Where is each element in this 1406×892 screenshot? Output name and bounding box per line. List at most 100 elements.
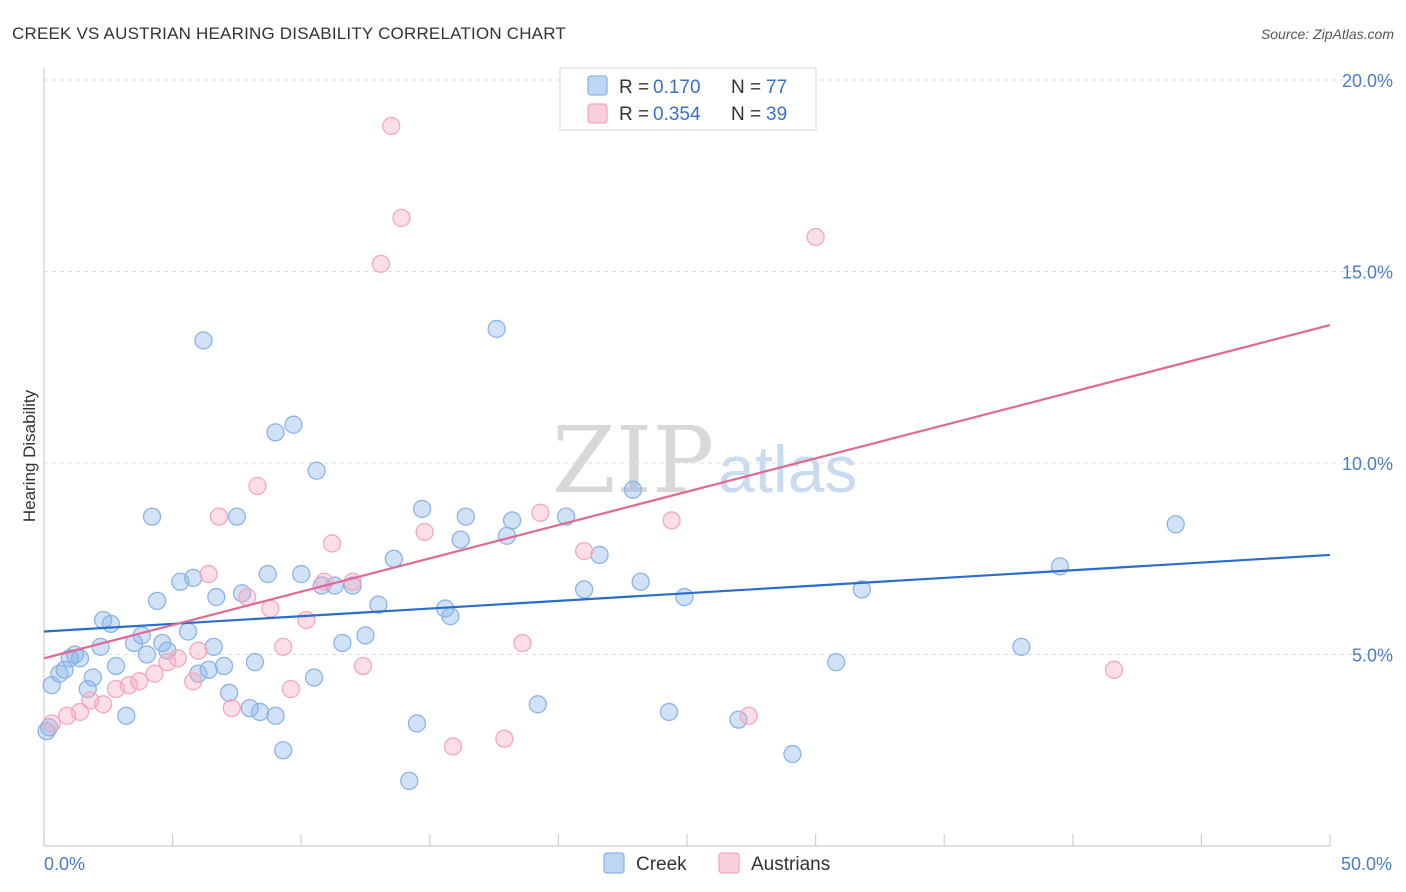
x-tick-label-max: 50.0% xyxy=(1341,854,1392,874)
austrians-point-19 xyxy=(274,637,293,656)
creek-point-27 xyxy=(207,587,226,607)
austrians-point-16 xyxy=(238,587,257,607)
creek-point-57 xyxy=(528,695,547,714)
creek-trend-line xyxy=(43,553,1331,633)
austrians-point-32 xyxy=(513,633,532,653)
y-tick-label-1: 10.0% xyxy=(1342,454,1393,474)
watermark: ZIP atlas xyxy=(552,407,857,514)
creek-points xyxy=(37,319,1185,791)
creek-point-36 xyxy=(266,706,285,725)
legend-n-label-austrians: N = xyxy=(731,104,761,125)
y-axis-label: Hearing Disability xyxy=(20,389,39,522)
bottom-legend-label-austrians: Austrians xyxy=(751,854,830,875)
austrians-point-4 xyxy=(94,695,113,714)
watermark-zip: ZIP xyxy=(552,407,714,514)
legend-swatch-austrians xyxy=(587,103,608,124)
bottom-legend: Creek Austrians xyxy=(603,852,830,875)
austrians-point-13 xyxy=(199,564,218,584)
creek-point-17 xyxy=(142,507,162,526)
y-tick-labels: 5.0% 10.0% 15.0% 20.0% xyxy=(1342,71,1393,666)
creek-point-64 xyxy=(675,587,694,607)
creek-point-74 xyxy=(284,415,303,434)
creek-point-11 xyxy=(101,614,121,634)
creek-point-75 xyxy=(307,461,326,480)
austrians-point-11 xyxy=(184,672,203,691)
bottom-legend-label-creek: Creek xyxy=(636,854,687,875)
austrians-point-27 xyxy=(382,116,401,136)
creek-point-69 xyxy=(1012,637,1031,656)
legend-n-value-austrians: 39 xyxy=(766,104,787,125)
creek-point-12 xyxy=(106,656,126,676)
creek-point-13 xyxy=(117,706,136,725)
austrians-point-37 xyxy=(806,227,825,247)
creek-point-18 xyxy=(148,591,167,611)
creek-point-54 xyxy=(487,319,506,339)
austrians-points xyxy=(42,116,1124,756)
creek-point-6 xyxy=(70,649,90,668)
creek-point-59 xyxy=(574,580,594,599)
legend-r-value-austrians: 0.354 xyxy=(653,104,701,125)
creek-point-34 xyxy=(250,702,270,722)
austrians-point-31 xyxy=(495,729,514,748)
austrians-point-28 xyxy=(392,208,411,228)
creek-point-62 xyxy=(631,572,650,591)
creek-point-25 xyxy=(199,660,218,679)
creek-point-72 xyxy=(194,331,213,350)
creek-point-71 xyxy=(1166,515,1185,534)
legend-box: R = 0.170 N = 77 R = 0.354 N = 39 xyxy=(559,67,817,131)
creek-point-56 xyxy=(502,511,522,530)
austrians-point-21 xyxy=(297,610,316,630)
austrians-point-29 xyxy=(415,522,434,542)
austrians-point-2 xyxy=(70,702,90,722)
austrians-point-30 xyxy=(443,737,463,756)
y-tick-label-2: 15.0% xyxy=(1342,263,1393,283)
creek-point-65 xyxy=(729,710,748,729)
austrians-point-33 xyxy=(531,503,550,522)
creek-point-67 xyxy=(827,653,846,672)
creek-point-73 xyxy=(266,423,285,442)
austrians-point-25 xyxy=(353,656,373,676)
creek-point-49 xyxy=(412,499,432,519)
creek-point-3 xyxy=(55,660,74,679)
chart-title: CREEK VS AUSTRIAN HEARING DISABILITY COR… xyxy=(12,24,566,43)
austrians-point-38 xyxy=(1104,660,1124,679)
austrians-point-34 xyxy=(574,541,594,561)
creek-point-61 xyxy=(623,480,643,499)
creek-point-45 xyxy=(369,595,388,614)
legend-r-label-austrians: R = xyxy=(619,104,649,125)
y-tick-label-3: 20.0% xyxy=(1342,71,1393,91)
creek-point-32 xyxy=(240,698,259,718)
legend-r-label-creek: R = xyxy=(619,77,649,98)
creek-point-37 xyxy=(274,741,293,760)
austrians-point-14 xyxy=(209,507,229,526)
creek-point-46 xyxy=(384,549,403,568)
creek-point-38 xyxy=(292,564,311,584)
grid-layer xyxy=(44,79,1394,655)
austrians-trend-line xyxy=(43,324,1331,660)
creek-point-26 xyxy=(204,637,223,656)
creek-point-48 xyxy=(407,714,427,733)
austrians-point-36 xyxy=(739,706,758,725)
trend-lines xyxy=(43,324,1331,660)
creek-point-30 xyxy=(227,507,247,526)
austrians-point-9 xyxy=(158,653,177,672)
creek-point-42 xyxy=(333,633,352,653)
austrians-point-12 xyxy=(189,641,208,660)
x-tick-marks xyxy=(43,834,1331,846)
creek-point-51 xyxy=(441,607,460,626)
creek-point-28 xyxy=(214,656,234,676)
bottom-legend-swatch-creek xyxy=(603,852,625,874)
austrians-point-7 xyxy=(130,672,149,691)
creek-point-23 xyxy=(184,568,203,588)
creek-point-68 xyxy=(852,580,872,599)
creek-point-63 xyxy=(659,702,679,722)
austrians-point-15 xyxy=(222,698,241,718)
austrians-point-10 xyxy=(168,649,187,668)
legend-n-value-creek: 77 xyxy=(766,77,787,98)
legend-r-value-creek: 0.170 xyxy=(653,77,701,98)
creek-point-60 xyxy=(590,545,609,565)
creek-point-53 xyxy=(456,507,475,526)
creek-point-22 xyxy=(178,622,198,641)
creek-point-16 xyxy=(137,645,157,664)
